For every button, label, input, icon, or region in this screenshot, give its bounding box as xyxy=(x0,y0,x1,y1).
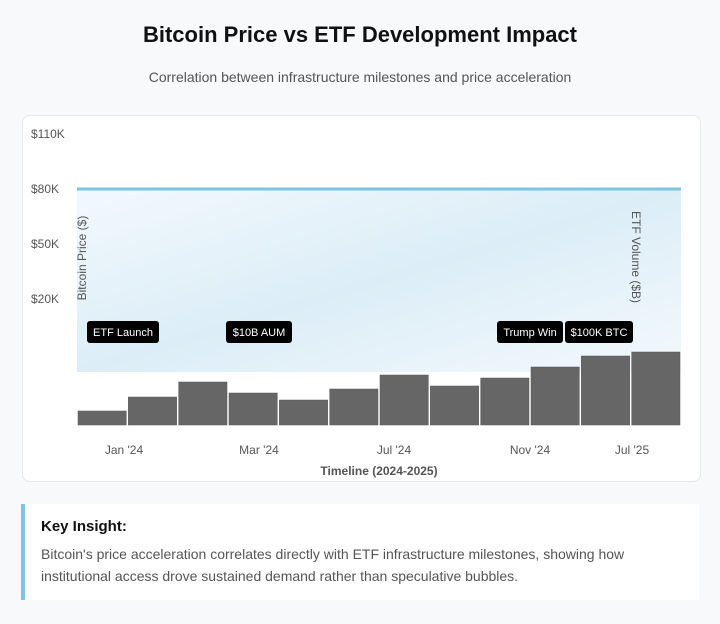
y2-axis-label: ETF Volume ($B) xyxy=(629,211,643,303)
volume-bar xyxy=(128,396,177,426)
volume-bar xyxy=(581,355,630,426)
price-area xyxy=(77,189,681,372)
volume-bar xyxy=(530,366,580,426)
annotation-label: $100K BTC xyxy=(571,327,628,339)
volume-bar xyxy=(77,410,127,426)
volume-bar xyxy=(228,392,278,426)
y-tick-label: $110K xyxy=(31,127,65,141)
insight-text: Bitcoin's price acceleration correlates … xyxy=(41,546,625,584)
page-subtitle: Correlation between infrastructure miles… xyxy=(148,69,572,85)
insight-title: Key Insight: xyxy=(41,518,127,535)
annotation-box xyxy=(565,321,633,343)
x-tick-label: Jul '25 xyxy=(615,443,650,457)
annotation-label: $10B AUM xyxy=(233,327,286,339)
volume-bar xyxy=(178,381,228,426)
volume-bar xyxy=(631,351,681,426)
y-tick-label: $50K xyxy=(31,237,59,251)
annotation-label: ETF Launch xyxy=(93,327,153,339)
y-tick-label: $80K xyxy=(31,182,59,196)
key-insight-box: Key Insight: Bitcoin's price acceleratio… xyxy=(21,504,699,600)
x-tick-label: Nov '24 xyxy=(510,443,551,457)
annotation-label: Trump Win xyxy=(503,327,556,339)
y-tick-label: $20K xyxy=(31,292,59,306)
volume-bar xyxy=(329,388,379,426)
volume-bar xyxy=(379,374,429,426)
volume-bar xyxy=(430,385,479,426)
volume-bar xyxy=(480,377,530,426)
y-axis-label: Bitcoin Price ($) xyxy=(75,216,89,301)
x-tick-label: Jul '24 xyxy=(377,443,412,457)
annotation-box xyxy=(497,321,563,343)
volume-bar xyxy=(279,399,328,426)
page-title: Bitcoin Price vs ETF Development Impact xyxy=(142,22,577,47)
x-tick-label: Mar '24 xyxy=(239,443,279,457)
annotation-box xyxy=(226,321,292,343)
x-tick-label: Jan '24 xyxy=(105,443,144,457)
annotation-box xyxy=(87,321,159,343)
x-axis-label: Timeline (2024-2025) xyxy=(320,464,437,478)
